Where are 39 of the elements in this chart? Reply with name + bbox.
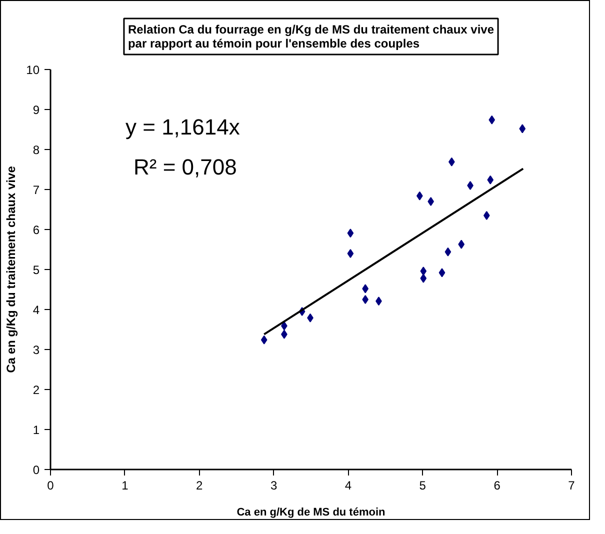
point (467, 181, 474, 190)
x-tick-label: 6 (494, 478, 501, 492)
annotation: R² = 0,708 (134, 154, 237, 180)
point (487, 175, 494, 184)
x-tick-label: 4 (344, 478, 352, 492)
point (519, 124, 526, 134)
y-tick-label: 8 (32, 143, 40, 157)
point (444, 247, 452, 256)
point (438, 268, 446, 278)
x-tick-label: 7 (568, 478, 576, 492)
point (347, 228, 354, 238)
point (362, 295, 368, 304)
y-axis-title: Ca en g/Kg du traitement chaux vive (4, 166, 18, 373)
x-tick-label: 0 (47, 478, 54, 492)
y-tick-label: 7 (32, 183, 40, 197)
point (347, 249, 354, 258)
y-tick-label: 9 (32, 103, 40, 117)
y-tick-label: 1 (32, 423, 40, 437)
x-tick-label: 2 (196, 478, 204, 492)
y-tick-label: 6 (32, 223, 40, 237)
y-tick-label: 3 (32, 343, 40, 357)
y-tick-label: 4 (32, 303, 40, 317)
annotation: y = 1,1614x (126, 114, 240, 140)
point (458, 240, 465, 249)
x-axis-title: Ca en g/Kg de MS du témoin (236, 506, 386, 518)
point (488, 115, 496, 124)
x-tick-label: 1 (122, 478, 129, 492)
y-tick-label: 10 (26, 63, 40, 77)
y-tick-label: 0 (32, 463, 40, 477)
y-tick-label: 5 (32, 263, 40, 277)
point (420, 266, 427, 276)
point (420, 274, 427, 283)
y-tick-label: 2 (32, 383, 40, 397)
point (260, 335, 268, 344)
chart-title: Relation Ca du fourrage en g/Kg de MS du traitement chaux vive par rapport au témoin pour l'ensemble des couples (128, 22, 494, 50)
point (483, 211, 490, 220)
x-tick-label: 5 (419, 478, 426, 492)
point (428, 197, 434, 206)
x-tick-label: 3 (270, 478, 278, 492)
